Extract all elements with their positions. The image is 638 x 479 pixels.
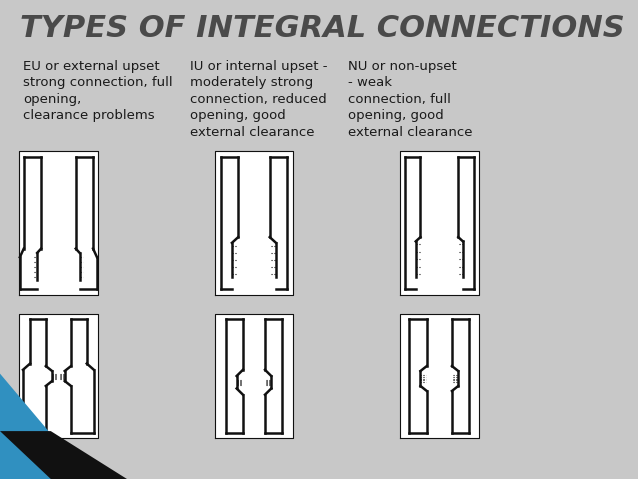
Text: NU or non-upset
- weak
connection, full
opening, good
external clearance: NU or non-upset - weak connection, full … xyxy=(348,60,472,139)
Text: EU or external upset
strong connection, full
opening,
clearance problems: EU or external upset strong connection, … xyxy=(23,60,172,122)
Bar xyxy=(400,314,478,438)
Text: TYPES OF INTEGRAL CONNECTIONS: TYPES OF INTEGRAL CONNECTIONS xyxy=(20,14,625,44)
Bar xyxy=(400,151,478,295)
Bar xyxy=(214,314,293,438)
Text: IU or internal upset -
moderately strong
connection, reduced
opening, good
exter: IU or internal upset - moderately strong… xyxy=(191,60,328,139)
Polygon shape xyxy=(0,374,89,479)
Bar xyxy=(19,151,98,295)
Polygon shape xyxy=(0,431,127,479)
Bar xyxy=(19,314,98,438)
Bar xyxy=(214,151,293,295)
